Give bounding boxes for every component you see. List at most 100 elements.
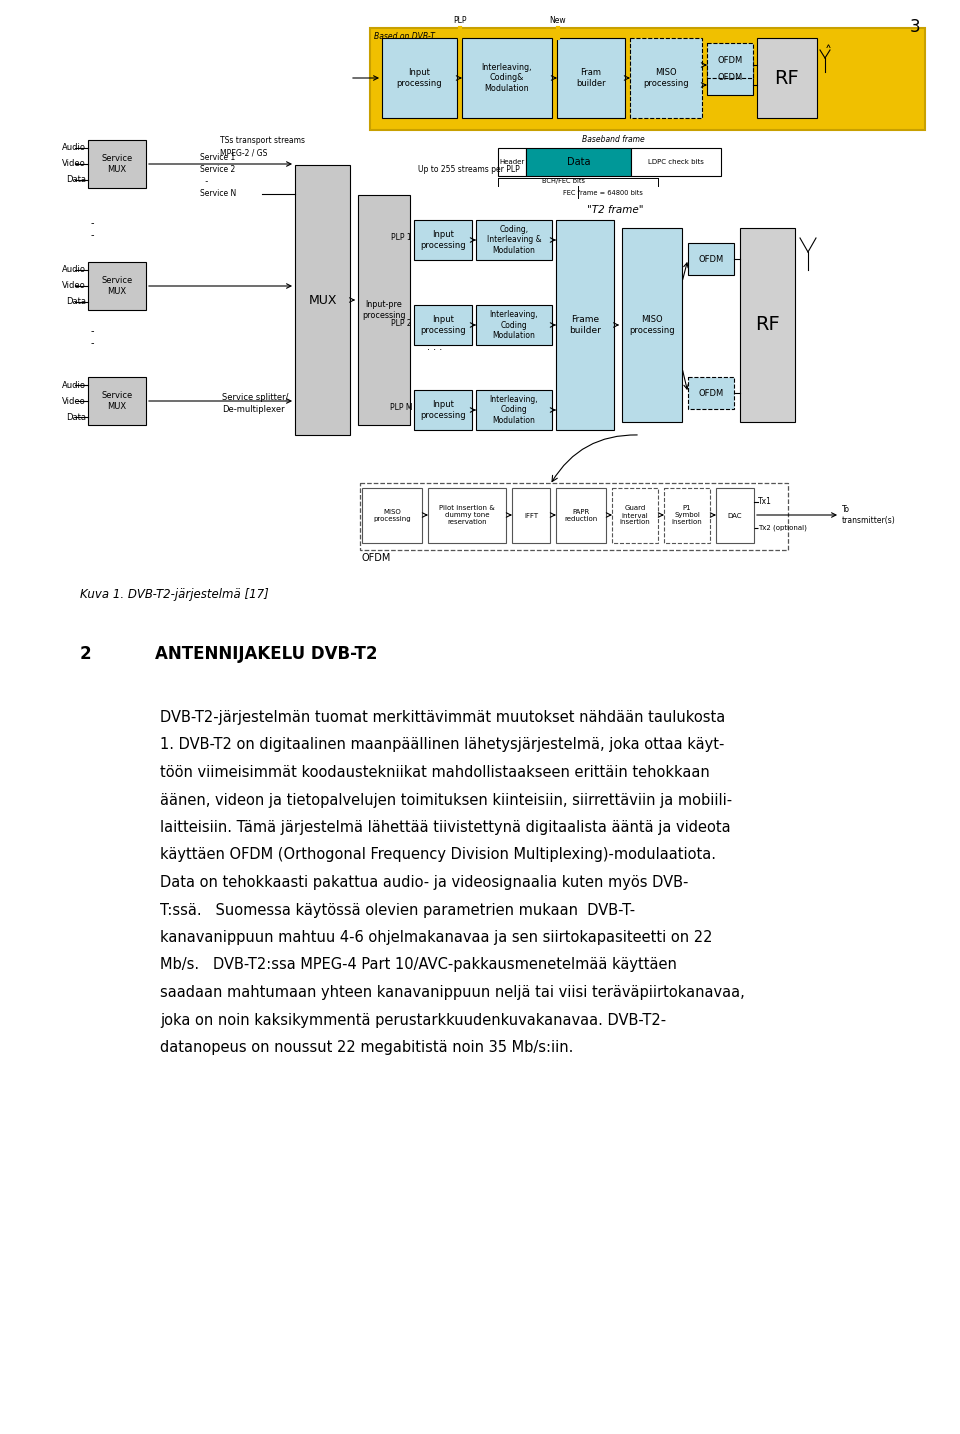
Text: Based on DVB-T: Based on DVB-T bbox=[374, 32, 435, 42]
Text: Video: Video bbox=[62, 396, 86, 406]
Bar bbox=[358, 195, 410, 424]
Text: äänen, videon ja tietopalvelujen toimituksen kiinteisiin, siirrettäviin ja mobii: äänen, videon ja tietopalvelujen toimitu… bbox=[160, 793, 732, 807]
Text: RF: RF bbox=[775, 69, 800, 87]
Text: Video: Video bbox=[62, 281, 86, 291]
Text: MISO
processing: MISO processing bbox=[629, 315, 675, 334]
Text: OFDM: OFDM bbox=[717, 56, 743, 65]
Text: Interleaving,
Coding
Modulation: Interleaving, Coding Modulation bbox=[490, 310, 539, 340]
Text: Fram
builder: Fram builder bbox=[576, 69, 606, 87]
Bar bbox=[370, 29, 925, 130]
Bar bbox=[688, 377, 734, 409]
Text: TSs transport streams: TSs transport streams bbox=[220, 136, 305, 145]
Text: Input
processing: Input processing bbox=[396, 69, 443, 87]
Text: -
-: - - bbox=[90, 326, 94, 348]
Text: Audio: Audio bbox=[62, 143, 86, 152]
Text: OFDM: OFDM bbox=[698, 254, 724, 264]
Bar bbox=[414, 390, 472, 430]
Text: Video: Video bbox=[62, 159, 86, 169]
Text: Baseband frame: Baseband frame bbox=[582, 135, 644, 143]
Text: PLP 1: PLP 1 bbox=[392, 234, 412, 242]
Bar bbox=[707, 60, 753, 95]
Text: 3: 3 bbox=[909, 19, 920, 36]
Text: Data: Data bbox=[66, 413, 86, 422]
Text: DAC: DAC bbox=[728, 512, 742, 519]
Text: Data: Data bbox=[66, 175, 86, 185]
Text: Up to 255 streams per PLP: Up to 255 streams per PLP bbox=[418, 165, 519, 174]
Bar bbox=[428, 488, 506, 543]
Bar bbox=[630, 37, 702, 118]
Text: Kuva 1. DVB-T2-järjestelmä [17]: Kuva 1. DVB-T2-järjestelmä [17] bbox=[80, 588, 269, 601]
Bar bbox=[476, 219, 552, 260]
Text: . . .: . . . bbox=[427, 341, 443, 351]
Bar bbox=[382, 37, 457, 118]
Text: Tx2 (optional): Tx2 (optional) bbox=[758, 525, 806, 531]
Text: PLP 2: PLP 2 bbox=[392, 318, 412, 327]
Text: MISO
processing: MISO processing bbox=[643, 69, 689, 87]
Text: Service
MUX: Service MUX bbox=[102, 155, 132, 174]
Bar bbox=[462, 37, 552, 118]
Text: Interleaving,
Coding&
Modulation: Interleaving, Coding& Modulation bbox=[482, 63, 532, 93]
Text: Interleaving,
Coding
Modulation: Interleaving, Coding Modulation bbox=[490, 396, 539, 424]
Bar bbox=[707, 43, 753, 77]
Bar bbox=[476, 305, 552, 346]
Bar bbox=[740, 228, 795, 422]
Text: ˄: ˄ bbox=[825, 44, 831, 59]
Text: -: - bbox=[200, 178, 208, 186]
Text: 1. DVB-T2 on digitaalinen maanpäällinen lähetysjärjestelmä, joka ottaa käyt-: 1. DVB-T2 on digitaalinen maanpäällinen … bbox=[160, 737, 725, 753]
Bar bbox=[557, 37, 625, 118]
Text: LDPC check bits: LDPC check bits bbox=[648, 159, 704, 165]
Bar bbox=[556, 488, 606, 543]
Text: Service 1: Service 1 bbox=[200, 153, 235, 162]
Bar bbox=[622, 228, 682, 422]
Text: Audio: Audio bbox=[62, 265, 86, 274]
Text: Audio: Audio bbox=[62, 380, 86, 390]
Text: Input
processing: Input processing bbox=[420, 400, 466, 420]
Text: laitteisiin. Tämä järjestelmä lähettää tiivistettynä digitaalista ääntä ja video: laitteisiin. Tämä järjestelmä lähettää t… bbox=[160, 820, 731, 835]
Bar bbox=[414, 305, 472, 346]
Text: BCH/FEC bits: BCH/FEC bits bbox=[541, 178, 585, 184]
Bar bbox=[716, 488, 754, 543]
Text: transmitter(s): transmitter(s) bbox=[842, 516, 896, 525]
Bar bbox=[757, 37, 817, 118]
Text: Guard
interval
insertion: Guard interval insertion bbox=[619, 506, 650, 525]
Bar bbox=[88, 141, 146, 188]
Text: Frame
builder: Frame builder bbox=[569, 315, 601, 334]
Text: Service 2: Service 2 bbox=[200, 165, 235, 175]
Text: Service splitter/: Service splitter/ bbox=[222, 393, 289, 403]
Text: PLP: PLP bbox=[453, 16, 467, 24]
Text: OFDM: OFDM bbox=[362, 554, 392, 564]
Text: Header: Header bbox=[499, 159, 524, 165]
Bar bbox=[664, 488, 710, 543]
Text: RF: RF bbox=[756, 315, 780, 334]
Bar bbox=[512, 488, 550, 543]
Text: P1
Symbol
insertion: P1 Symbol insertion bbox=[672, 506, 703, 525]
Bar bbox=[612, 488, 658, 543]
Text: DVB-T2-järjestelmän tuomat merkittävimmät muutokset nähdään taulukosta: DVB-T2-järjestelmän tuomat merkittävimmä… bbox=[160, 710, 725, 726]
Text: Mb/s.   DVB-T2:ssa MPEG-4 Part 10/AVC-pakkausmenetelmää käyttäen: Mb/s. DVB-T2:ssa MPEG-4 Part 10/AVC-pakk… bbox=[160, 958, 677, 972]
Text: Data: Data bbox=[66, 297, 86, 307]
Bar bbox=[498, 148, 526, 176]
Text: MUX: MUX bbox=[308, 294, 337, 307]
Text: Service
MUX: Service MUX bbox=[102, 277, 132, 295]
Text: De-multiplexer: De-multiplexer bbox=[222, 406, 284, 414]
Text: MISO
processing: MISO processing bbox=[373, 509, 411, 522]
Text: Data: Data bbox=[566, 156, 590, 166]
Bar bbox=[362, 488, 422, 543]
Text: -
-: - - bbox=[90, 218, 94, 239]
Text: OFDM: OFDM bbox=[698, 389, 724, 397]
Text: käyttäen OFDM (Orthogonal Frequency Division Multiplexing)-modulaatiota.: käyttäen OFDM (Orthogonal Frequency Divi… bbox=[160, 847, 716, 862]
Bar bbox=[88, 262, 146, 310]
Text: Service
MUX: Service MUX bbox=[102, 391, 132, 410]
Text: ANTENNIJAKELU DVB-T2: ANTENNIJAKELU DVB-T2 bbox=[155, 645, 377, 663]
Bar bbox=[360, 483, 788, 551]
Text: Pilot insertion &
dummy tone
reservation: Pilot insertion & dummy tone reservation bbox=[439, 506, 494, 525]
Text: T:ssä.   Suomessa käytössä olevien parametrien mukaan  DVB-T-: T:ssä. Suomessa käytössä olevien paramet… bbox=[160, 902, 636, 918]
Text: Data on tehokkaasti pakattua audio- ja videosignaalia kuten myös DVB-: Data on tehokkaasti pakattua audio- ja v… bbox=[160, 875, 688, 891]
Text: To: To bbox=[842, 505, 850, 513]
Text: joka on noin kaksikymmentä perustarkkuudenkuvakanavaa. DVB-T2-: joka on noin kaksikymmentä perustarkkuud… bbox=[160, 1012, 666, 1028]
Text: OFDM: OFDM bbox=[717, 73, 743, 82]
Text: Service N: Service N bbox=[200, 189, 236, 198]
Bar bbox=[688, 242, 734, 275]
Text: Tx1: Tx1 bbox=[758, 498, 772, 506]
Text: kanavanippuun mahtuu 4-6 ohjelmakanavaa ja sen siirtokapasiteetti on 22: kanavanippuun mahtuu 4-6 ohjelmakanavaa … bbox=[160, 931, 712, 945]
